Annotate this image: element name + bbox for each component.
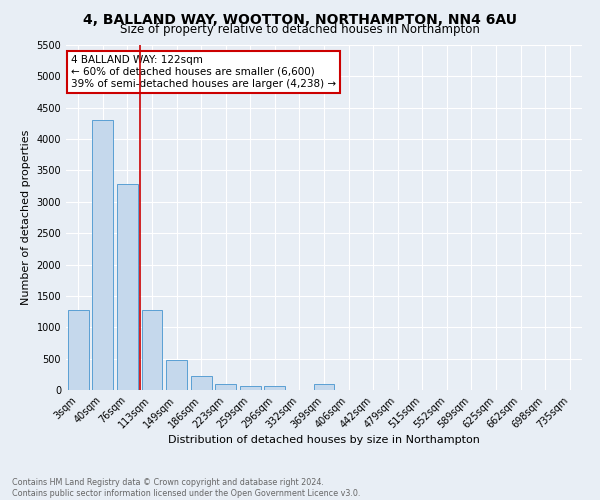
Bar: [142, 310, 163, 390]
X-axis label: Distribution of detached houses by size in Northampton: Distribution of detached houses by size …: [168, 436, 480, 446]
Bar: [265, 386, 286, 390]
Bar: [314, 384, 334, 390]
Y-axis label: Number of detached properties: Number of detached properties: [21, 130, 31, 305]
Bar: [92, 120, 113, 390]
Bar: [166, 360, 187, 390]
Text: Size of property relative to detached houses in Northampton: Size of property relative to detached ho…: [120, 22, 480, 36]
Bar: [240, 386, 261, 390]
Bar: [117, 184, 138, 390]
Text: Contains HM Land Registry data © Crown copyright and database right 2024.
Contai: Contains HM Land Registry data © Crown c…: [12, 478, 361, 498]
Bar: [68, 310, 89, 390]
Bar: [215, 384, 236, 390]
Text: 4, BALLAND WAY, WOOTTON, NORTHAMPTON, NN4 6AU: 4, BALLAND WAY, WOOTTON, NORTHAMPTON, NN…: [83, 12, 517, 26]
Bar: [191, 376, 212, 390]
Text: 4 BALLAND WAY: 122sqm
← 60% of detached houses are smaller (6,600)
39% of semi-d: 4 BALLAND WAY: 122sqm ← 60% of detached …: [71, 56, 336, 88]
